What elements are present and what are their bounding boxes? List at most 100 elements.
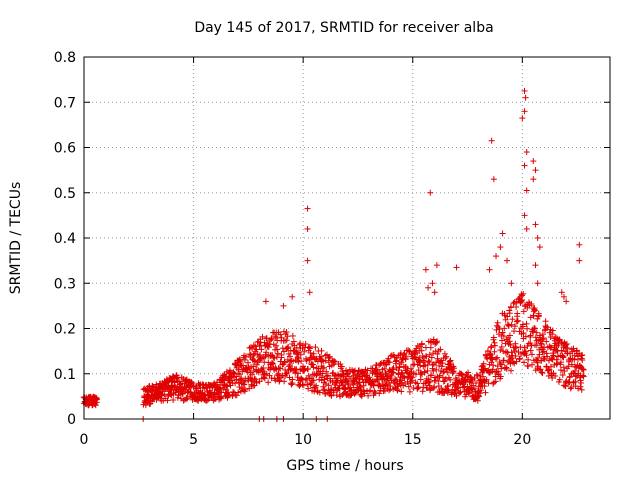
data-point <box>533 329 540 336</box>
data-point <box>502 316 509 323</box>
data-point <box>518 298 525 305</box>
data-point <box>429 280 436 287</box>
data-point <box>501 312 508 319</box>
data-point <box>274 346 281 353</box>
data-point <box>514 317 521 324</box>
data-point <box>542 318 549 325</box>
data-point <box>415 358 422 365</box>
data-point <box>283 370 290 377</box>
data-point <box>512 353 519 360</box>
data-point <box>444 369 451 376</box>
data-point <box>459 372 466 379</box>
data-point <box>322 357 329 364</box>
data-point <box>398 379 405 386</box>
data-point <box>205 396 212 403</box>
data-point <box>305 385 312 392</box>
y-tick-label: 0.8 <box>54 50 76 66</box>
data-point <box>580 373 587 380</box>
data-point <box>340 371 347 378</box>
data-point <box>528 342 535 349</box>
data-point <box>319 370 326 377</box>
data-point <box>530 176 537 183</box>
y-tick-label: 0.6 <box>54 141 76 157</box>
data-point <box>272 333 279 340</box>
data-point <box>439 374 446 381</box>
data-point <box>572 378 579 385</box>
data-point <box>507 367 514 374</box>
data-point <box>423 353 430 360</box>
data-point <box>417 376 424 383</box>
data-point <box>325 382 332 389</box>
data-point <box>286 374 293 381</box>
data-point <box>277 331 284 338</box>
data-point <box>268 364 275 371</box>
data-point <box>450 368 457 375</box>
data-point <box>309 377 316 384</box>
data-point <box>532 262 539 269</box>
y-tick-label: 0.3 <box>54 276 76 292</box>
data-point <box>559 353 566 360</box>
data-point <box>513 344 520 351</box>
data-point <box>306 345 313 352</box>
data-point <box>537 366 544 373</box>
data-point <box>525 363 532 370</box>
data-point <box>384 373 391 380</box>
data-point <box>544 324 551 331</box>
data-point <box>261 339 268 346</box>
data-point <box>408 373 415 380</box>
data-point <box>534 363 541 370</box>
data-point <box>189 380 196 387</box>
data-point <box>530 328 537 335</box>
data-point <box>330 389 337 396</box>
data-point <box>523 225 530 232</box>
data-point <box>179 390 186 397</box>
data-point <box>539 331 546 338</box>
data-point <box>239 362 246 369</box>
data-point <box>508 349 515 356</box>
data-point <box>310 364 317 371</box>
data-point <box>503 257 510 264</box>
data-point <box>313 382 320 389</box>
data-point <box>532 221 539 228</box>
data-point <box>253 361 260 368</box>
data-point <box>547 334 554 341</box>
data-point <box>558 289 565 296</box>
data-point <box>326 353 333 360</box>
data-point <box>521 87 528 94</box>
data-point <box>286 361 293 368</box>
data-point <box>442 375 449 382</box>
data-point <box>490 362 497 369</box>
data-point <box>376 390 383 397</box>
data-point <box>383 371 390 378</box>
data-point <box>438 363 445 370</box>
y-tick-label: 0 <box>67 412 76 428</box>
data-point <box>540 335 547 342</box>
data-point <box>149 383 156 390</box>
data-point <box>543 350 550 357</box>
data-point <box>503 365 510 372</box>
x-tick-label: 5 <box>189 432 198 448</box>
data-point <box>577 362 584 369</box>
data-point <box>324 372 331 379</box>
data-point <box>562 383 569 390</box>
data-point <box>304 257 311 264</box>
data-point <box>241 356 248 363</box>
data-point <box>543 338 550 345</box>
data-point <box>304 225 311 232</box>
data-point <box>311 384 318 391</box>
data-point <box>447 357 454 364</box>
data-point <box>294 354 301 361</box>
data-point <box>498 365 505 372</box>
data-point <box>403 353 410 360</box>
data-point <box>560 293 567 300</box>
data-point <box>278 354 285 361</box>
data-point <box>522 94 529 101</box>
data-point <box>577 383 584 390</box>
data-point <box>494 354 501 361</box>
data-point <box>566 373 573 380</box>
data-point <box>570 345 577 352</box>
data-point <box>325 359 332 366</box>
data-point <box>174 394 181 401</box>
data-point <box>301 348 308 355</box>
data-point <box>409 374 416 381</box>
